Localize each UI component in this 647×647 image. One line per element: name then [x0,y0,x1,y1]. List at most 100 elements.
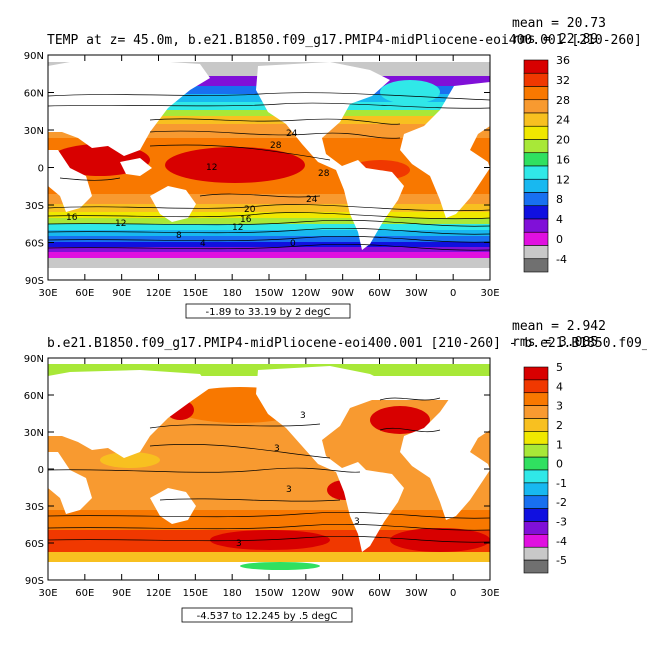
y-tick-label: 60N [24,89,44,100]
x-tick-label: 150E [183,288,208,299]
y-tick-label: 60N [24,391,44,402]
panel-2-colorbar: 5 4 3 2 1 0 -1 -2 -3 -4 -5 [523,361,567,574]
colorbar-swatch [523,59,549,74]
colorbar-label: 8 [556,193,563,206]
contour-label: 12 [206,163,217,173]
contour-label: 16 [240,215,252,225]
panel-2-map: 3 3 3 3 3 [48,358,490,580]
colorbar-swatch [523,392,549,406]
colorbar-label: -2 [556,496,567,509]
panel-1-x-axis: 30E 60E 90E 120E 150E 180 150W 120W 90W 60W 30W 0 30… [38,55,500,299]
contour-label: 16 [66,213,78,223]
x-tick-label: 30E [480,588,499,599]
panel-2-mean: mean = 2.942 [512,319,606,334]
y-tick-label: 30S [25,201,44,212]
y-tick-label: 90S [25,576,44,587]
contour-label: 3 [354,517,360,527]
colorbar-swatch [523,205,549,220]
x-tick-label: 30E [38,288,57,299]
colorbar-swatch [523,379,549,394]
colorbar-swatch [523,482,549,497]
band-south-2 [48,247,490,252]
colorbar-label: 1 [556,438,563,451]
colorbar-label: 24 [556,114,570,127]
eurasia-land [48,60,210,156]
colorbar-swatch [523,546,549,561]
x-tick-label: 60W [368,588,391,599]
colorbar-swatch [523,139,549,154]
x-tick-label: 0 [450,288,456,299]
colorbar-swatch [523,192,549,207]
contour-label: 20 [244,205,256,215]
colorbar-label: 36 [556,54,570,67]
band-south-18 [48,212,490,218]
panel-1-y-axis: 90N 60N 30N 0 30S 60S 90S [24,51,490,287]
band-south-22 [48,204,490,212]
africa-europe-land [400,82,490,218]
colorbar-swatch [523,165,549,180]
contour-label: 12 [115,219,126,229]
panel-1-colorbar: 36 32 28 24 20 16 12 8 4 0 -4 [523,54,570,273]
x-tick-label: 30E [38,588,57,599]
contour-label: 8 [176,231,182,241]
panel-2-range-label: -4.537 to 12.245 by .5 degC [197,611,338,622]
americas-land-2 [256,366,404,552]
contour-label: 3 [286,485,292,495]
panel-2-range-box [181,607,353,623]
panel-1-map: 28 24 12 28 24 20 16 12 8 4 0 16 12 [48,55,490,280]
antarctic-ice-band [48,258,490,268]
colorbar-swatch [523,112,549,127]
africa-europe-land-2 [400,388,490,520]
x-tick-label: 90W [331,288,354,299]
band-south-8 [48,230,490,236]
contour-label: 24 [306,195,318,205]
panel-2-rms: rms = 3.085 [512,335,598,350]
panel-2-x-axis: 30E 60E 90E 120E 150E 180 150W 120W 90W 60W 30W 0 30… [38,358,500,599]
x-tick-label: 30E [480,288,499,299]
colorbar-swatch [523,521,549,535]
y-tick-label: 0 [38,465,44,476]
panel-1-rms: rms = 22.89 [512,32,598,47]
panel-2-title: b.e21.B1850.f09_g17.PMIP4-midPliocene-eo… [47,336,647,351]
band-south-26 [48,194,490,204]
colorbar-label: -3 [556,516,567,529]
band-south-14 [48,218,490,224]
contour-label: 12 [232,223,243,233]
band-south-6 [48,236,490,242]
maritime-continent-land [120,158,152,176]
africa-land-2 [48,452,92,514]
colorbar-swatch [523,245,549,260]
x-tick-label: 30W [405,288,428,299]
band-south-10 [48,224,490,230]
colorbar-swatch [523,125,549,140]
contour-label: 4 [200,239,206,249]
x-tick-label: 120E [146,288,171,299]
indian-ocean-anomaly [100,452,160,468]
warm-pool-pacific [165,147,305,183]
x-tick-label: 120W [291,588,320,599]
band-south-0 [48,252,490,258]
panel-2-contour-labels: 3 3 3 3 3 [236,411,360,549]
panel-1: TEMP at z= 45.0m, b.e21.B1850.f09_g17.PM… [24,16,642,319]
colorbar-swatch [523,469,549,484]
colorbar-label: 0 [556,458,563,471]
y-tick-label: 30N [24,428,44,439]
panel-2-y-axis: 90N 60N 30N 0 30S 60S 90S [24,354,490,587]
x-tick-label: 90W [331,588,354,599]
x-tick-label: 90E [112,288,131,299]
colorbar-label: 4 [556,213,563,226]
eurasia-land-2 [48,370,210,458]
colorbar-swatch [523,559,549,574]
x-tick-label: 150W [255,288,284,299]
x-tick-label: 150E [183,588,208,599]
colorbar-swatch [523,431,549,445]
band-north-24 [48,116,490,124]
colorbar-swatch [523,152,549,167]
antarctic-coastal-anomaly [240,562,320,570]
panel-1-range-label: -1.89 to 33.19 by 2 degC [206,307,331,318]
colorbar-swatch [523,99,549,114]
x-tick-label: 30W [405,588,428,599]
colorbar-swatch [523,495,549,509]
contour-label: 28 [318,169,330,179]
